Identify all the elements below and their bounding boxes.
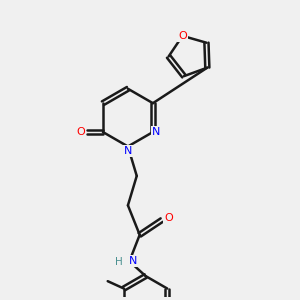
Text: N: N — [129, 256, 137, 266]
Text: O: O — [178, 31, 187, 41]
Text: H: H — [115, 257, 123, 267]
Text: O: O — [76, 127, 85, 137]
Text: N: N — [152, 127, 160, 137]
Text: N: N — [124, 146, 132, 156]
Text: O: O — [164, 213, 172, 223]
